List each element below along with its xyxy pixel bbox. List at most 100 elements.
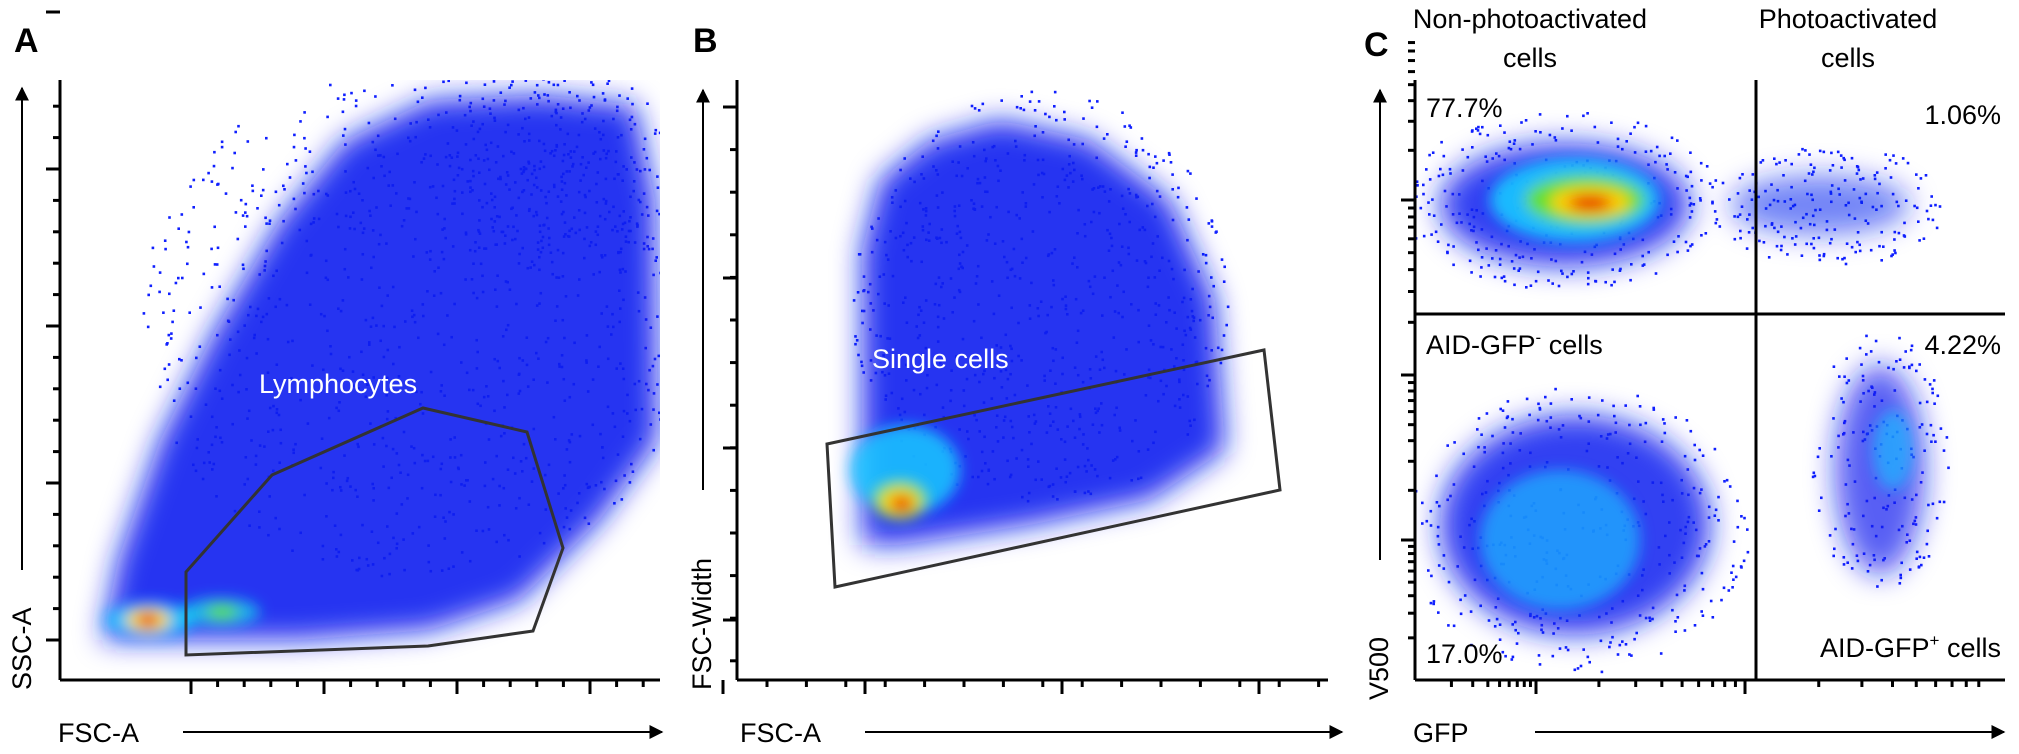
panel-c-event-dot xyxy=(1843,256,1846,260)
panel-a-event-dot xyxy=(172,309,176,312)
panel-c-event-dot xyxy=(1822,254,1826,258)
panel-a-x-label: FSC-A xyxy=(58,718,139,748)
panel-a-event-dot xyxy=(374,95,377,98)
panel-c-event-dot xyxy=(1805,242,1808,246)
panel-a-event-dot xyxy=(546,65,549,68)
panel-c-event-dot xyxy=(1663,422,1666,425)
panel-c-event-dot xyxy=(1828,241,1832,245)
panel-a-event-dot xyxy=(210,180,214,183)
panel-a-event-dot xyxy=(283,188,286,191)
panel-a-event-dot xyxy=(673,341,676,344)
panel-a-event-dot xyxy=(146,325,150,329)
panel-c-event-dot xyxy=(1442,567,1446,570)
panel-b-event-dot xyxy=(1147,152,1150,156)
panel-c-event-dot xyxy=(1928,383,1932,386)
panel-c-event-dot xyxy=(1549,402,1553,405)
panel-c-event-dot xyxy=(1452,624,1456,628)
panel-a-event-dot xyxy=(168,216,171,219)
panel-a-event-dot xyxy=(207,171,210,175)
panel-b-event-dot xyxy=(1210,225,1214,228)
panel-c-event-dot xyxy=(1453,441,1456,444)
panel-c-event-dot xyxy=(1906,161,1910,165)
panel-c-event-dot xyxy=(1538,406,1542,410)
panel-a-event-dot xyxy=(171,320,174,324)
panel-b-event-dot xyxy=(1148,165,1152,169)
panel-c-event-dot xyxy=(1452,263,1455,267)
panel-a-event-dot xyxy=(654,128,658,132)
panel-c-event-dot xyxy=(1507,146,1511,150)
panel-a-event-dot xyxy=(308,150,312,153)
panel-c-event-dot xyxy=(1633,151,1637,154)
panel-a-event-dot xyxy=(202,178,205,182)
panel-c-event-dot xyxy=(1446,444,1449,447)
panel-c-event-dot xyxy=(1553,136,1557,139)
panel-a-event-dot xyxy=(643,137,647,141)
panel-b-event-dot xyxy=(977,109,981,112)
panel-a-event-dot xyxy=(542,80,545,81)
panel-c-event-dot xyxy=(1644,124,1648,128)
panel-a-event-dot xyxy=(213,225,216,229)
panel-c-header-right-1: Photoactivated xyxy=(1759,4,1938,34)
panel-c-event-dot xyxy=(1663,431,1667,435)
panel-c-event-dot xyxy=(1891,253,1894,256)
panel-c-event-dot xyxy=(1700,179,1703,182)
panel-a-event-dot xyxy=(571,75,574,78)
panel-c-event-dot xyxy=(1822,150,1826,154)
panel-c-event-dot xyxy=(1858,243,1861,247)
panel-c-event-dot xyxy=(1939,427,1943,430)
panel-c-event-dot xyxy=(1601,399,1604,402)
panel-a-event-dot xyxy=(359,73,362,76)
panel-c-event-dot xyxy=(1804,149,1807,152)
panel-a-event-dot xyxy=(646,102,649,105)
panel-c-event-dot xyxy=(1525,397,1529,401)
panel-c-event-dot xyxy=(1693,458,1697,462)
panel-c-event-dot xyxy=(1505,416,1509,420)
panel-c-event-dot xyxy=(1727,589,1731,592)
panel-c-event-dot xyxy=(1947,466,1950,470)
panel-a-event-dot xyxy=(367,121,371,125)
panel-a-event-dot xyxy=(677,163,680,166)
panel-c-event-dot xyxy=(1441,173,1445,177)
panel-a-event-dot xyxy=(671,410,674,413)
panel-a-event-dot xyxy=(268,219,272,222)
panel-b-hotspot-red xyxy=(891,496,913,512)
panel-c-event-dot xyxy=(1740,515,1743,518)
panel-a-event-dot xyxy=(163,239,167,242)
panel-b-y-label: FSC-Width xyxy=(687,558,717,690)
panel-c-event-dot xyxy=(1477,445,1480,449)
panel-c-event-dot xyxy=(1524,119,1528,122)
panel-a-event-dot xyxy=(170,332,173,335)
panel-c-event-dot xyxy=(1612,404,1615,408)
panel-c-event-dot xyxy=(1828,534,1832,537)
panel-a-event-dot xyxy=(442,80,445,84)
panel-a-event-dot xyxy=(217,182,220,186)
panel-c-event-dot xyxy=(1652,408,1656,411)
panel-c-event-dot xyxy=(1898,336,1901,340)
panel-a-hotspot-red xyxy=(137,613,159,627)
panel-c-event-dot xyxy=(1918,555,1922,559)
panel-b-event-dot xyxy=(1176,195,1180,199)
panel-c-event-dot xyxy=(1422,234,1426,238)
panel-a-x-ticks xyxy=(189,680,725,694)
panel-a-event-dot xyxy=(648,168,651,172)
panel-a-event-dot xyxy=(177,276,180,280)
panel-a-event-dot xyxy=(543,93,546,96)
panel-b-event-dot xyxy=(1223,265,1226,269)
panel-c-x-label: GFP xyxy=(1413,718,1469,748)
panel-a-event-dot xyxy=(424,86,427,90)
panel-c-event-dot xyxy=(1942,500,1946,504)
panel-a-event-dot xyxy=(661,265,664,268)
panel-b-event-dot xyxy=(1020,95,1023,98)
panel-c-event-dot xyxy=(1642,263,1646,266)
panel-a-event-dot xyxy=(556,83,560,87)
panel-c-event-dot xyxy=(1551,654,1555,658)
panel-c-event-dot xyxy=(1648,616,1651,620)
panel-c-event-dot xyxy=(1437,611,1440,614)
panel-c-event-dot xyxy=(1431,198,1434,201)
panel-c-event-dot xyxy=(1701,587,1705,591)
panel-c-event-dot xyxy=(1644,150,1648,153)
panel-c-event-dot xyxy=(1539,131,1542,134)
panel-b-event-dot xyxy=(1128,124,1131,127)
panel-c-event-dot xyxy=(1830,455,1833,458)
panel-c-event-dot xyxy=(1503,426,1507,429)
